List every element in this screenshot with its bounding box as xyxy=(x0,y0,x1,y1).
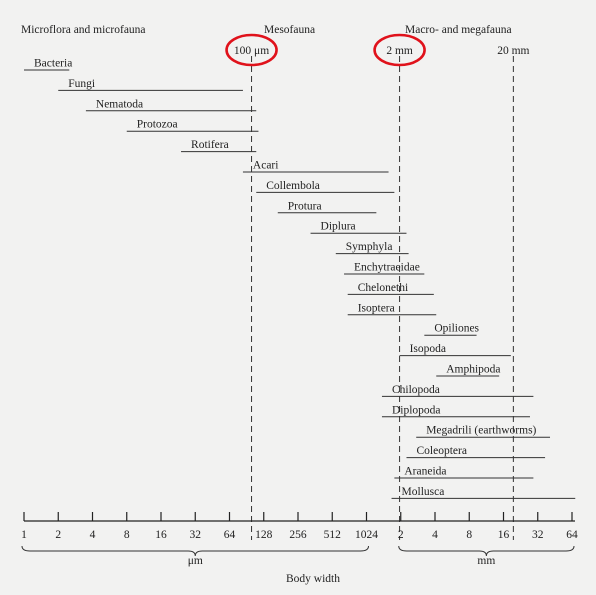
x-tick-label-7: 128 xyxy=(255,529,273,541)
size-class-microflora-and-microfauna: Microflora and microfauna xyxy=(21,24,146,36)
size-class-macro-and-megafauna: Macro- and megafauna xyxy=(405,24,512,36)
bar-label-chelonethi: Chelonethi xyxy=(358,282,408,294)
unit-brace-m xyxy=(21,545,369,557)
x-tick-label-2: 4 xyxy=(90,529,96,541)
ref-circle-100-m xyxy=(225,33,278,67)
bar-label-bacteria: Bacteria xyxy=(34,58,72,70)
x-tick-label-13: 8 xyxy=(466,529,472,541)
x-tick-label-5: 32 xyxy=(190,529,202,541)
x-tick-label-0: 1 xyxy=(21,529,27,541)
unit-label-m: μm xyxy=(188,555,203,567)
x-tick-label-12: 4 xyxy=(432,529,438,541)
x-axis-title: Body width xyxy=(286,573,340,585)
bar-label-araneida: Araneida xyxy=(404,466,446,478)
bar-label-coleoptera: Coleoptera xyxy=(416,445,466,457)
size-class-mesofauna: Mesofauna xyxy=(264,24,315,36)
bar-label-protozoa: Protozoa xyxy=(137,119,178,131)
bar-label-collembola: Collembola xyxy=(266,180,320,192)
unit-label-mm: mm xyxy=(477,555,495,567)
ref-label-20-mm: 20 mm xyxy=(497,45,529,57)
x-tick-label-1: 2 xyxy=(55,529,61,541)
ref-label-2-mm: 2 mm xyxy=(386,45,413,57)
bar-label-protura: Protura xyxy=(288,200,322,212)
bar-label-megadrili-earthworms: Megadrili (earthworms) xyxy=(426,425,536,437)
bar-label-opiliones: Opiliones xyxy=(434,323,479,335)
bar-label-rotifera: Rotifera xyxy=(191,139,229,151)
x-tick-label-16: 64 xyxy=(566,529,578,541)
bar-label-isopoda: Isopoda xyxy=(410,343,446,355)
x-tick-label-6: 64 xyxy=(224,529,236,541)
bar-label-mollusca: Mollusca xyxy=(402,486,445,498)
x-tick-label-11: 2 xyxy=(398,529,404,541)
x-tick-label-3: 8 xyxy=(124,529,130,541)
bar-label-diplopoda: Diplopoda xyxy=(392,404,441,416)
ref-label-100-m: 100 μm xyxy=(234,45,269,57)
ref-circle-2-mm xyxy=(373,33,426,67)
bar-label-chilopoda: Chilopoda xyxy=(392,384,440,396)
x-tick-label-10: 1024 xyxy=(355,529,378,541)
x-tick-label-4: 16 xyxy=(155,529,167,541)
bar-label-amphipoda: Amphipoda xyxy=(446,364,500,376)
bar-label-symphyla: Symphyla xyxy=(346,241,393,253)
bar-label-fungi: Fungi xyxy=(68,78,95,90)
bar-label-isoptera: Isoptera xyxy=(358,302,395,314)
x-tick-label-8: 256 xyxy=(289,529,307,541)
bar-label-acari: Acari xyxy=(253,160,279,172)
unit-brace-mm xyxy=(398,545,575,557)
x-tick-label-9: 512 xyxy=(324,529,342,541)
bar-label-nematoda: Nematoda xyxy=(96,98,143,110)
bar-label-diplura: Diplura xyxy=(321,221,356,233)
x-tick-label-15: 32 xyxy=(532,529,544,541)
bar-label-enchytraeidae: Enchytraeidae xyxy=(354,262,420,274)
x-tick-label-14: 16 xyxy=(498,529,510,541)
